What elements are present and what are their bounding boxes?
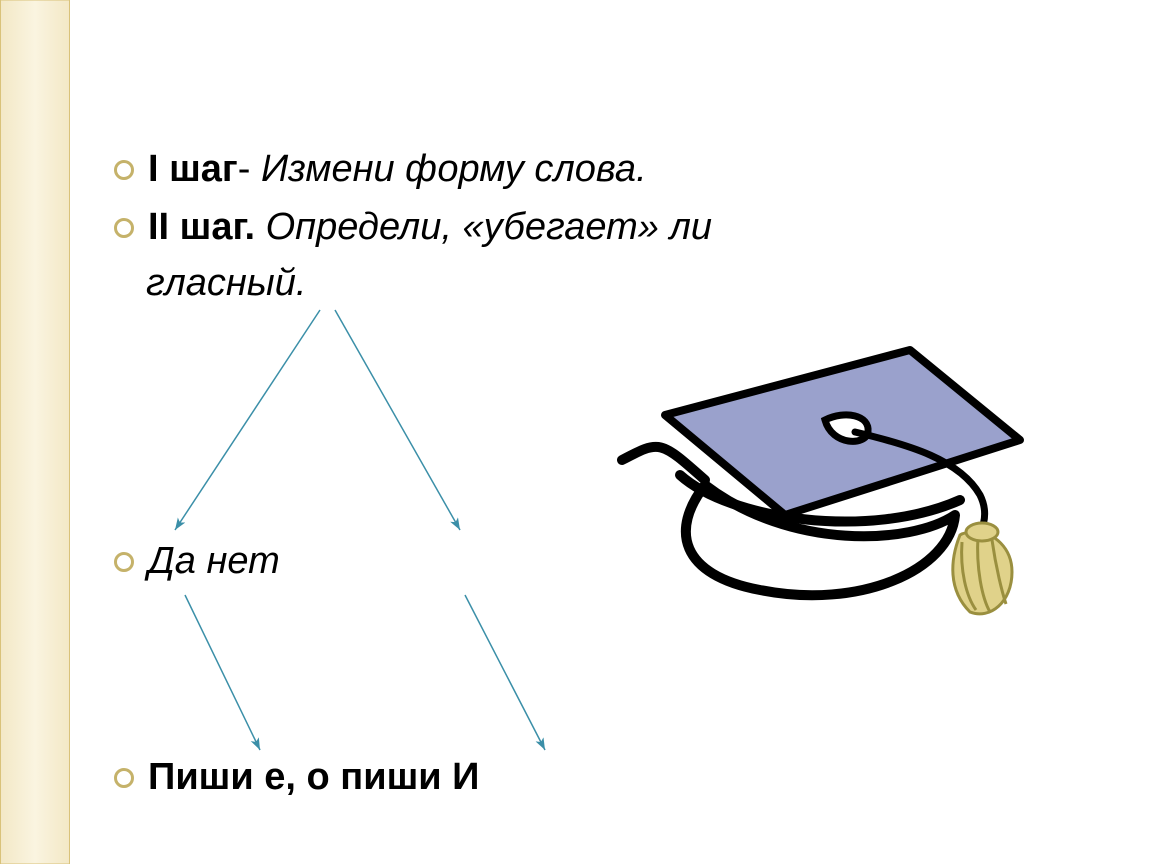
bullet-dot-icon: [114, 552, 134, 572]
flow-arrow: [185, 595, 260, 750]
bullet-step2-cont: гласный.: [146, 262, 306, 305]
bullet-yes-no: Да нет: [114, 540, 280, 583]
bullet-text: Измени форму слова.: [261, 148, 647, 190]
flow-arrow: [175, 310, 320, 530]
flow-arrow: [465, 595, 545, 750]
bullet-text: гласный.: [146, 262, 306, 304]
bullet-write: Пиши е, о пиши И: [114, 756, 480, 799]
bullet-dot-icon: [114, 160, 134, 180]
bullet-text: Пиши е, о пиши И: [148, 756, 480, 798]
bullet-dot-icon: [114, 768, 134, 788]
bullet-step2: II шаг. Определи, «убегает» ли: [114, 206, 712, 249]
bullet-dot-icon: [114, 218, 134, 238]
bullet-text: Да нет: [148, 540, 280, 582]
side-strip: [0, 0, 70, 864]
bullet-step1: I шаг- Измени форму слова.: [114, 148, 647, 191]
bullet-text: -: [238, 148, 261, 190]
bullet-text: I шаг: [148, 148, 238, 190]
flow-arrow: [335, 310, 460, 530]
slide: I шаг- Измени форму слова. II шаг. Опреде…: [0, 0, 1150, 864]
bullet-text: II шаг.: [148, 206, 266, 248]
bullet-text: Определи, «убегает» ли: [266, 206, 712, 248]
graduation-cap-icon: [610, 320, 1030, 620]
